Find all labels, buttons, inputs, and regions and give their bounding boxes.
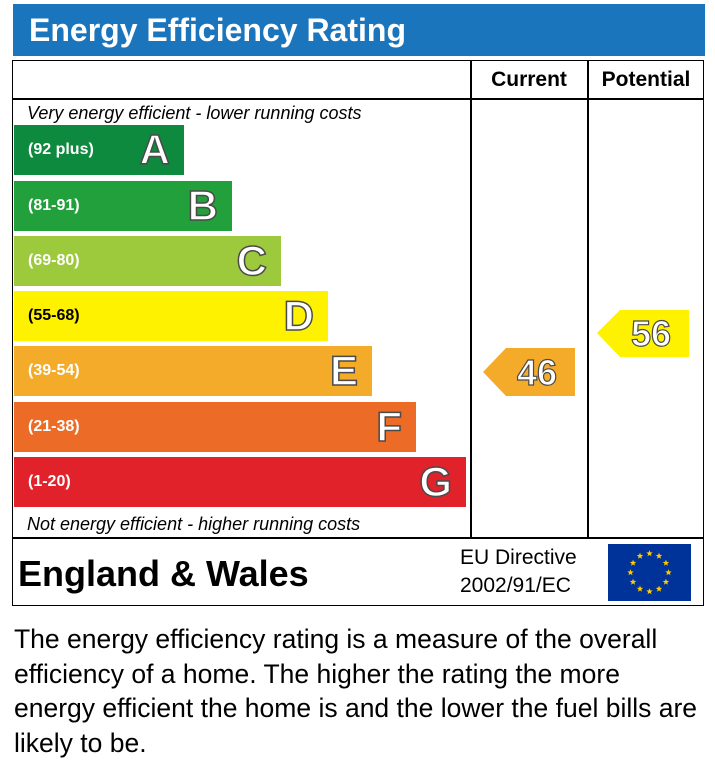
- bottom-note: Not energy efficient - higher running co…: [27, 514, 361, 534]
- current-rating-arrow: [483, 348, 575, 396]
- eu-star-icon: [627, 569, 634, 576]
- region-name: England & Wales: [18, 553, 309, 594]
- eu-flag-icon: [608, 544, 691, 601]
- divider-current-left: [470, 60, 472, 538]
- band-range-label: (21-38): [28, 418, 80, 435]
- footer-description: The energy efficiency rating is a measur…: [14, 624, 698, 758]
- band-letter: A: [139, 125, 171, 174]
- band-range-label: (81-91): [28, 197, 80, 214]
- band-letter: C: [236, 236, 268, 285]
- band-g: (1-20) G: [14, 457, 466, 507]
- potential-rating-value: 56: [631, 313, 671, 354]
- eu-star-icon: [636, 552, 644, 559]
- band-b: (81-91) B: [14, 181, 232, 231]
- top-note: Very energy efficient - lower running co…: [27, 103, 362, 123]
- band-a: (92 plus) A: [14, 125, 184, 175]
- directive-line-1: EU Directive: [460, 546, 577, 569]
- directive-line-2: 2002/91/EC: [460, 574, 571, 597]
- band-f: (21-38) F: [14, 402, 416, 452]
- eu-star-icon: [662, 559, 670, 566]
- eu-star-icon: [646, 588, 653, 595]
- chart-title: Energy Efficiency Rating: [13, 4, 705, 56]
- eu-star-icon: [629, 559, 637, 566]
- band-letter: G: [419, 457, 453, 506]
- column-header-potential: Potential: [601, 68, 691, 91]
- band-range-label: (55-68): [28, 307, 80, 324]
- footer-divider: [12, 537, 704, 539]
- band-letter: D: [283, 291, 315, 340]
- band-range-label: (1-20): [28, 473, 71, 490]
- eu-star-icon: [629, 578, 637, 585]
- header-divider: [12, 98, 704, 100]
- band-letter: E: [329, 346, 359, 395]
- band-range-label: (92 plus): [28, 141, 94, 158]
- eu-star-icon: [662, 578, 670, 585]
- band-letter: F: [376, 402, 403, 451]
- band-range-label: (39-54): [28, 362, 80, 379]
- eu-star-icon: [655, 585, 663, 592]
- divider-potential-left: [587, 60, 589, 538]
- eu-star-icon: [646, 550, 653, 557]
- band-e: (39-54) E: [14, 346, 372, 396]
- band-c: (69-80) C: [14, 236, 281, 286]
- band-letter: B: [187, 181, 219, 230]
- eu-star-icon: [665, 569, 672, 576]
- eu-star-icon: [636, 585, 644, 592]
- band-d: (55-68) D: [14, 291, 328, 341]
- column-header-current: Current: [491, 68, 567, 91]
- current-rating-value: 46: [517, 352, 557, 393]
- band-range-label: (69-80): [28, 252, 80, 269]
- eu-star-icon: [655, 552, 663, 559]
- rating-table-frame: [12, 60, 704, 606]
- potential-rating-arrow: [597, 310, 689, 357]
